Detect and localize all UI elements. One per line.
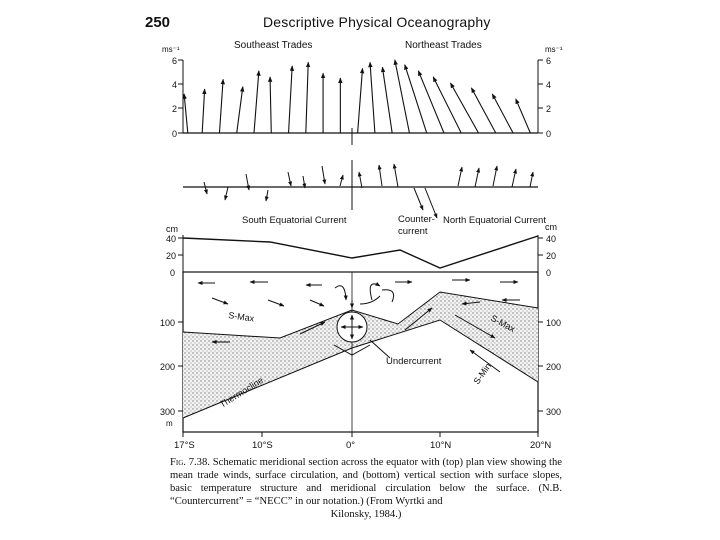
sea-tick-40-left: 40 (166, 234, 176, 244)
wind-tick-0-left: 0 (172, 129, 177, 139)
wind-vector-10 (357, 67, 365, 134)
label-undercurrent: Undercurrent (386, 356, 442, 367)
vertical-section-panel: 100 200 300 m 100 200 300 17°S 10°S 0° 1… (160, 271, 561, 451)
depth-ticks: 100 200 300 m 100 200 300 (160, 318, 561, 428)
sea-tick-0-left: 0 (170, 268, 175, 278)
circulation-arrows (197, 278, 520, 373)
wind-tick-4-right: 4 (546, 80, 551, 90)
depth-tick-100-left: 100 (160, 318, 175, 328)
label-south-equatorial-current: South Equatorial Current (242, 215, 347, 226)
lat-tick-20n: 20°N (530, 440, 551, 451)
figure-caption: Fig. 7.38. Schematic meridional section … (170, 456, 562, 521)
wind-vector-17 (449, 82, 479, 134)
wind-vector-3 (236, 86, 245, 134)
wind-tick-6-right: 6 (546, 56, 551, 66)
plan-view-panel (183, 160, 538, 219)
wind-vector-20 (515, 98, 531, 134)
wind-tick-0-right: 0 (546, 129, 551, 139)
wind-panel: Southeast Trades Northeast Trades ms⁻¹ m… (162, 40, 563, 145)
label-smin: S-Min (471, 361, 493, 386)
wind-vector-12 (380, 66, 393, 134)
wind-unit-left: ms⁻¹ (162, 45, 180, 54)
lat-tick-17s: 17°S (174, 440, 195, 451)
lat-tick-0: 0° (346, 440, 355, 451)
depth-tick-100-right: 100 (546, 318, 561, 328)
label-smax-left: S-Max (228, 310, 256, 324)
wind-vector-19 (491, 93, 514, 134)
sea-level-panel: South Equatorial Current Counter- curren… (166, 214, 557, 278)
wind-vector-13 (393, 59, 410, 134)
depth-tick-200-right: 200 (546, 362, 561, 372)
wind-vector-7 (305, 61, 311, 134)
label-countercurrent-2: current (398, 226, 428, 237)
sea-tick-40-right: 40 (546, 234, 556, 244)
wind-label-left: Southeast Trades (234, 40, 312, 51)
wind-vector-1 (201, 88, 207, 134)
label-countercurrent-1: Counter- (398, 214, 435, 225)
thermocline-band (183, 292, 538, 418)
wind-vector-15 (417, 70, 445, 134)
wind-ticks: 6 4 2 0 6 4 2 0 (172, 56, 551, 139)
wind-vector-16 (432, 76, 462, 134)
sea-level-unit-left: cm (166, 224, 178, 234)
wind-vector-2 (218, 78, 225, 134)
sea-tick-20-left: 20 (166, 251, 176, 261)
wind-vector-14 (404, 64, 428, 134)
wind-arrows (182, 59, 531, 134)
wind-unit-right: ms⁻¹ (545, 45, 563, 54)
depth-tick-200-left: 200 (160, 362, 175, 372)
depth-unit: m (166, 419, 173, 428)
caption-text: Schematic meridional section across the … (170, 457, 562, 507)
depth-tick-300-right: 300 (546, 407, 561, 417)
wind-tick-6-left: 6 (172, 56, 177, 66)
lat-tick-10n: 10°N (430, 440, 451, 451)
label-north-equatorial-current: North Equatorial Current (443, 215, 546, 226)
wind-vector-18 (470, 87, 497, 134)
page-number: 250 (145, 14, 171, 31)
wind-tick-2-left: 2 (172, 104, 177, 114)
sea-tick-20-right: 20 (546, 251, 556, 261)
figure-label: Fig. 7.38. (170, 457, 210, 468)
wind-vector-11 (368, 61, 376, 134)
wind-label-right: Northeast Trades (405, 40, 482, 51)
book-title: Descriptive Physical Oceanography (263, 14, 491, 30)
sea-tick-0-right: 0 (546, 268, 551, 278)
wind-tick-2-right: 2 (546, 104, 551, 114)
wind-tick-4-left: 4 (172, 80, 177, 90)
caption-text-last: Kilonsky, 1984.) (330, 509, 402, 520)
latitude-ticks: 17°S 10°S 0° 10°N 20°N (174, 432, 551, 451)
page-header: 250 Descriptive Physical Oceanography (145, 14, 565, 34)
depth-tick-300-left: 300 (160, 407, 175, 417)
wind-vector-5 (267, 76, 273, 134)
undercurrent-core (333, 311, 391, 359)
sea-level-unit-right: cm (545, 222, 557, 232)
wind-vector-4 (253, 70, 261, 134)
sea-level-curve (182, 235, 539, 269)
wind-vector-0 (182, 93, 189, 134)
lat-tick-10s: 10°S (252, 440, 273, 451)
surface-current-arrows (203, 163, 535, 219)
wind-vector-6 (287, 65, 295, 134)
